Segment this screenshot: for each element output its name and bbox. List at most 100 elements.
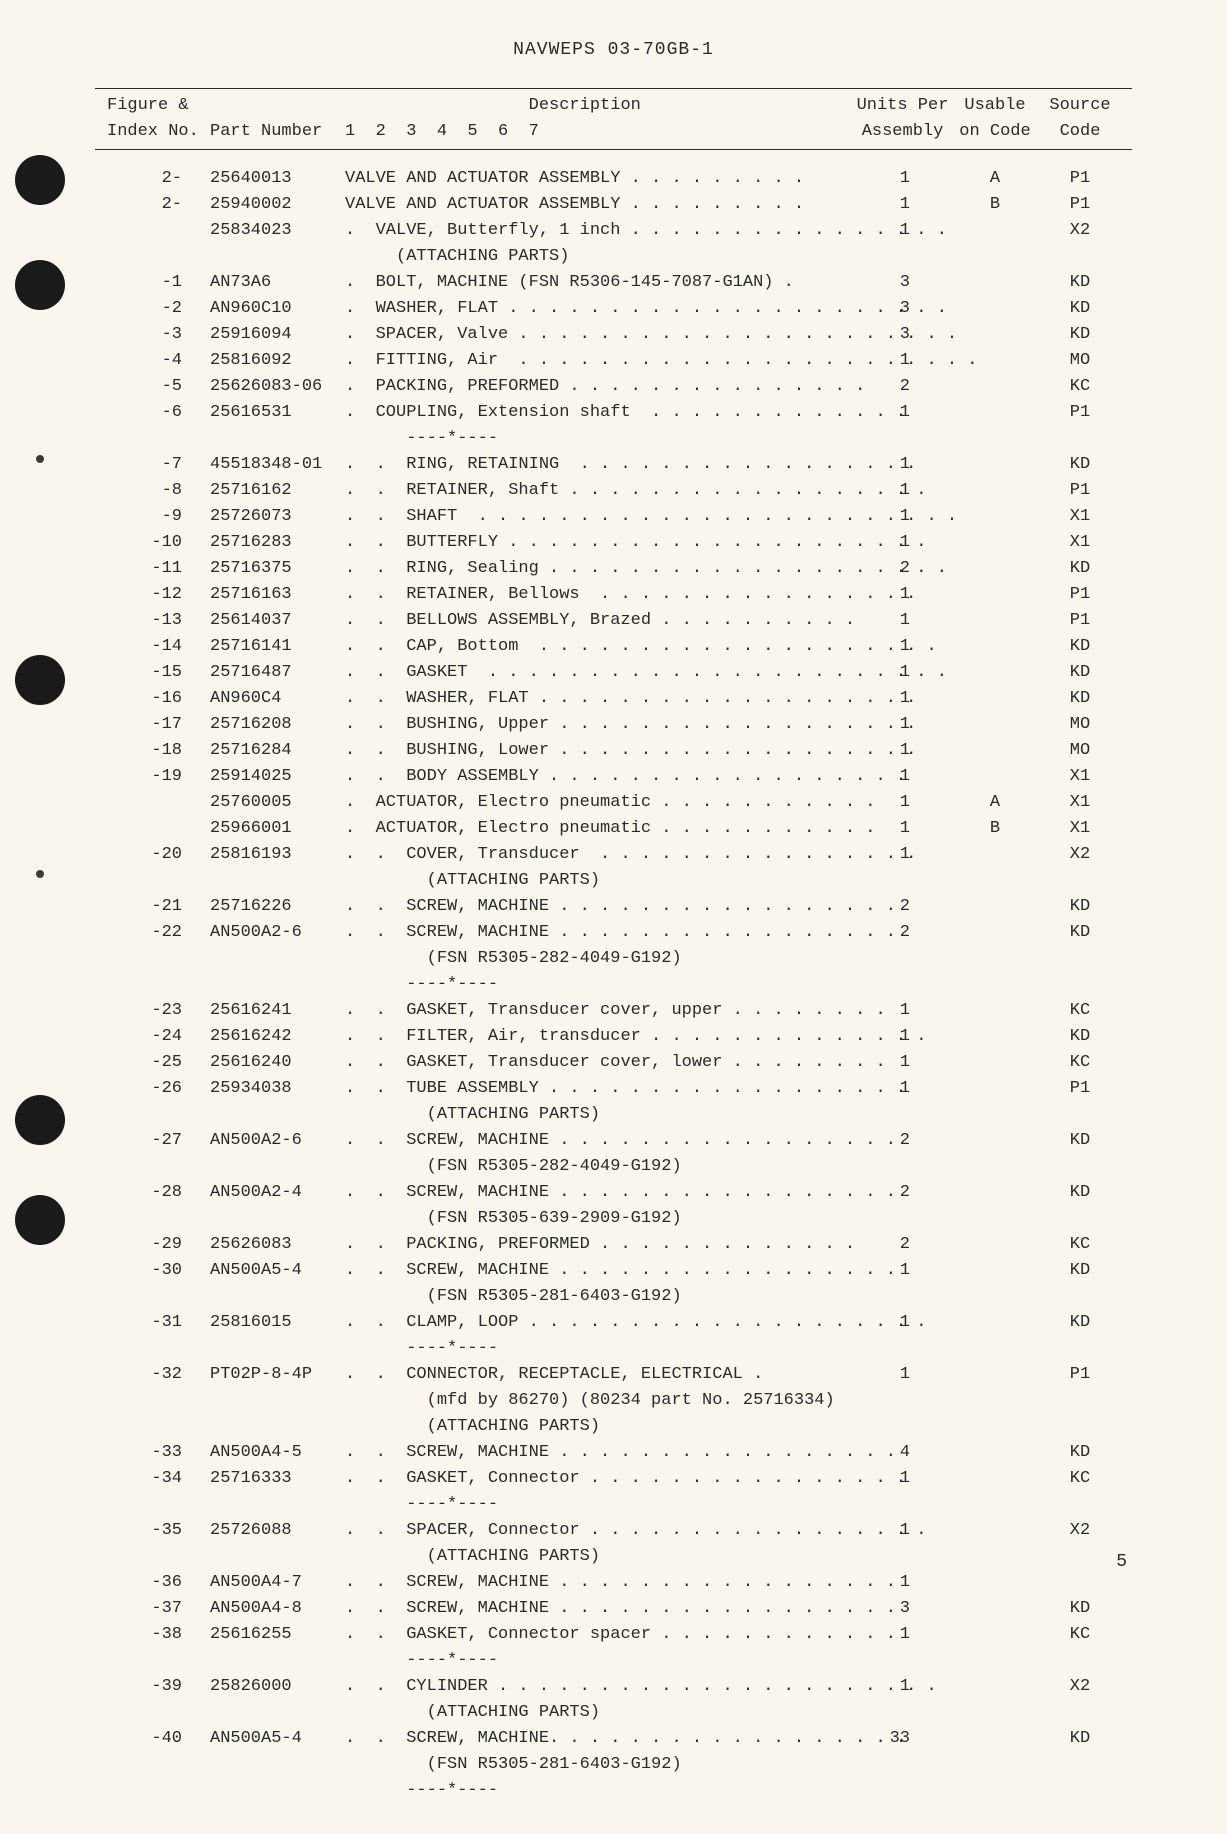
cell-usable	[950, 842, 1040, 868]
cell-index: -33	[95, 1440, 210, 1466]
cell-usable	[950, 582, 1040, 608]
table-top-rule	[95, 88, 1132, 89]
cell-units: 2	[855, 1232, 950, 1258]
cell-description: . . PACKING, PREFORMED . . . . . . . . .…	[345, 1232, 855, 1258]
table-row: (ATTACHING PARTS)	[95, 1102, 1132, 1128]
table-row: -1325614037. . BELLOWS ASSEMBLY, Brazed …	[95, 608, 1132, 634]
cell-units: 1	[855, 348, 950, 374]
cell-part-number	[210, 946, 345, 972]
cell-description: . . WASHER, FLAT . . . . . . . . . . . .…	[345, 686, 855, 712]
cell-description: . . GASKET . . . . . . . . . . . . . . .…	[345, 660, 855, 686]
cell-part-number	[210, 1492, 345, 1518]
cell-units	[855, 1154, 950, 1180]
punch-hole-icon	[15, 1095, 65, 1145]
cell-description: . FITTING, Air . . . . . . . . . . . . .…	[345, 348, 855, 374]
header-part-2: Part Number	[210, 121, 345, 143]
cell-source: KC	[1040, 998, 1120, 1024]
cell-description: . . SCREW, MACHINE . . . . . . . . . . .…	[345, 920, 855, 946]
cell-usable	[950, 920, 1040, 946]
cell-description: . . SCREW, MACHINE . . . . . . . . . . .…	[345, 1596, 855, 1622]
cell-source: KD	[1040, 322, 1120, 348]
table-row: (ATTACHING PARTS)	[95, 1700, 1132, 1726]
cell-index	[95, 426, 210, 452]
table-row: 2-25940002VALVE AND ACTUATOR ASSEMBLY . …	[95, 192, 1132, 218]
cell-source	[1040, 1492, 1120, 1518]
cell-index	[95, 1492, 210, 1518]
cell-description: . . BUSHING, Upper . . . . . . . . . . .…	[345, 712, 855, 738]
cell-part-number: AN500A4-5	[210, 1440, 345, 1466]
cell-usable	[950, 1466, 1040, 1492]
cell-index: -34	[95, 1466, 210, 1492]
cell-part-number: 25914025	[210, 764, 345, 790]
cell-usable	[950, 1622, 1040, 1648]
cell-description: ----*----	[345, 1336, 855, 1362]
cell-index: -1	[95, 270, 210, 296]
cell-index: -28	[95, 1180, 210, 1206]
cell-source: KC	[1040, 374, 1120, 400]
cell-part-number: 25716284	[210, 738, 345, 764]
cell-source: KD	[1040, 634, 1120, 660]
cell-part-number: AN500A4-7	[210, 1570, 345, 1596]
cell-index: -25	[95, 1050, 210, 1076]
cell-usable	[950, 1284, 1040, 1310]
cell-description: . . GASKET, Transducer cover, lower . . …	[345, 1050, 855, 1076]
table-row: -525626083-06. PACKING, PREFORMED . . . …	[95, 374, 1132, 400]
cell-units: 1	[855, 608, 950, 634]
table-row: -32PT02P-8-4P. . CONNECTOR, RECEPTACLE, …	[95, 1362, 1132, 1388]
cell-part-number: AN500A5-4	[210, 1258, 345, 1284]
cell-index: -38	[95, 1622, 210, 1648]
cell-part-number: 25616240	[210, 1050, 345, 1076]
cell-index	[95, 1544, 210, 1570]
table-row: -925726073. . SHAFT . . . . . . . . . . …	[95, 504, 1132, 530]
cell-description: . . FILTER, Air, transducer . . . . . . …	[345, 1024, 855, 1050]
cell-part-number: 25640013	[210, 166, 345, 192]
cell-source: KD	[1040, 452, 1120, 478]
cell-source	[1040, 1648, 1120, 1674]
cell-source	[1040, 1388, 1120, 1414]
cell-units: 1	[855, 712, 950, 738]
cell-part-number	[210, 1154, 345, 1180]
cell-description: . . CAP, Bottom . . . . . . . . . . . . …	[345, 634, 855, 660]
cell-units: 1	[855, 1310, 950, 1336]
cell-usable	[950, 1102, 1040, 1128]
table-row: -1525716487. . GASKET . . . . . . . . . …	[95, 660, 1132, 686]
cell-index: -32	[95, 1362, 210, 1388]
cell-units: 4	[855, 1440, 950, 1466]
cell-source: X1	[1040, 530, 1120, 556]
cell-source	[1040, 1284, 1120, 1310]
cell-index	[95, 1154, 210, 1180]
table-header-line1: Figure & Description Units Per Usable So…	[95, 93, 1132, 119]
table-row: (FSN R5305-639-2909-G192)	[95, 1206, 1132, 1232]
cell-usable	[950, 1414, 1040, 1440]
cell-description: (FSN R5305-281-6403-G192)	[345, 1284, 855, 1310]
cell-index: -19	[95, 764, 210, 790]
header-index-1: Figure &	[95, 95, 210, 117]
cell-index	[95, 1336, 210, 1362]
cell-source: KD	[1040, 1440, 1120, 1466]
cell-index: -11	[95, 556, 210, 582]
cell-part-number	[210, 426, 345, 452]
cell-part-number: 25816015	[210, 1310, 345, 1336]
cell-usable: B	[950, 816, 1040, 842]
cell-index: -13	[95, 608, 210, 634]
cell-usable	[950, 1518, 1040, 1544]
table-row: ----*----	[95, 426, 1132, 452]
table-row: 25834023. VALVE, Butterfly, 1 inch . . .…	[95, 218, 1132, 244]
header-part-1	[210, 95, 345, 117]
cell-source	[1040, 1778, 1120, 1804]
cell-usable	[950, 1232, 1040, 1258]
header-source-1: Source	[1040, 95, 1120, 117]
cell-description: . . CONNECTOR, RECEPTACLE, ELECTRICAL .	[345, 1362, 855, 1388]
cell-index	[95, 1206, 210, 1232]
cell-usable	[950, 1310, 1040, 1336]
cell-usable	[950, 1258, 1040, 1284]
cell-index	[95, 1752, 210, 1778]
table-row: -3425716333. . GASKET, Connector . . . .…	[95, 1466, 1132, 1492]
cell-part-number: 25816193	[210, 842, 345, 868]
cell-index	[95, 1388, 210, 1414]
cell-source: KD	[1040, 1258, 1120, 1284]
cell-index	[95, 816, 210, 842]
cell-source: X1	[1040, 764, 1120, 790]
cell-part-number	[210, 1648, 345, 1674]
cell-index: -22	[95, 920, 210, 946]
